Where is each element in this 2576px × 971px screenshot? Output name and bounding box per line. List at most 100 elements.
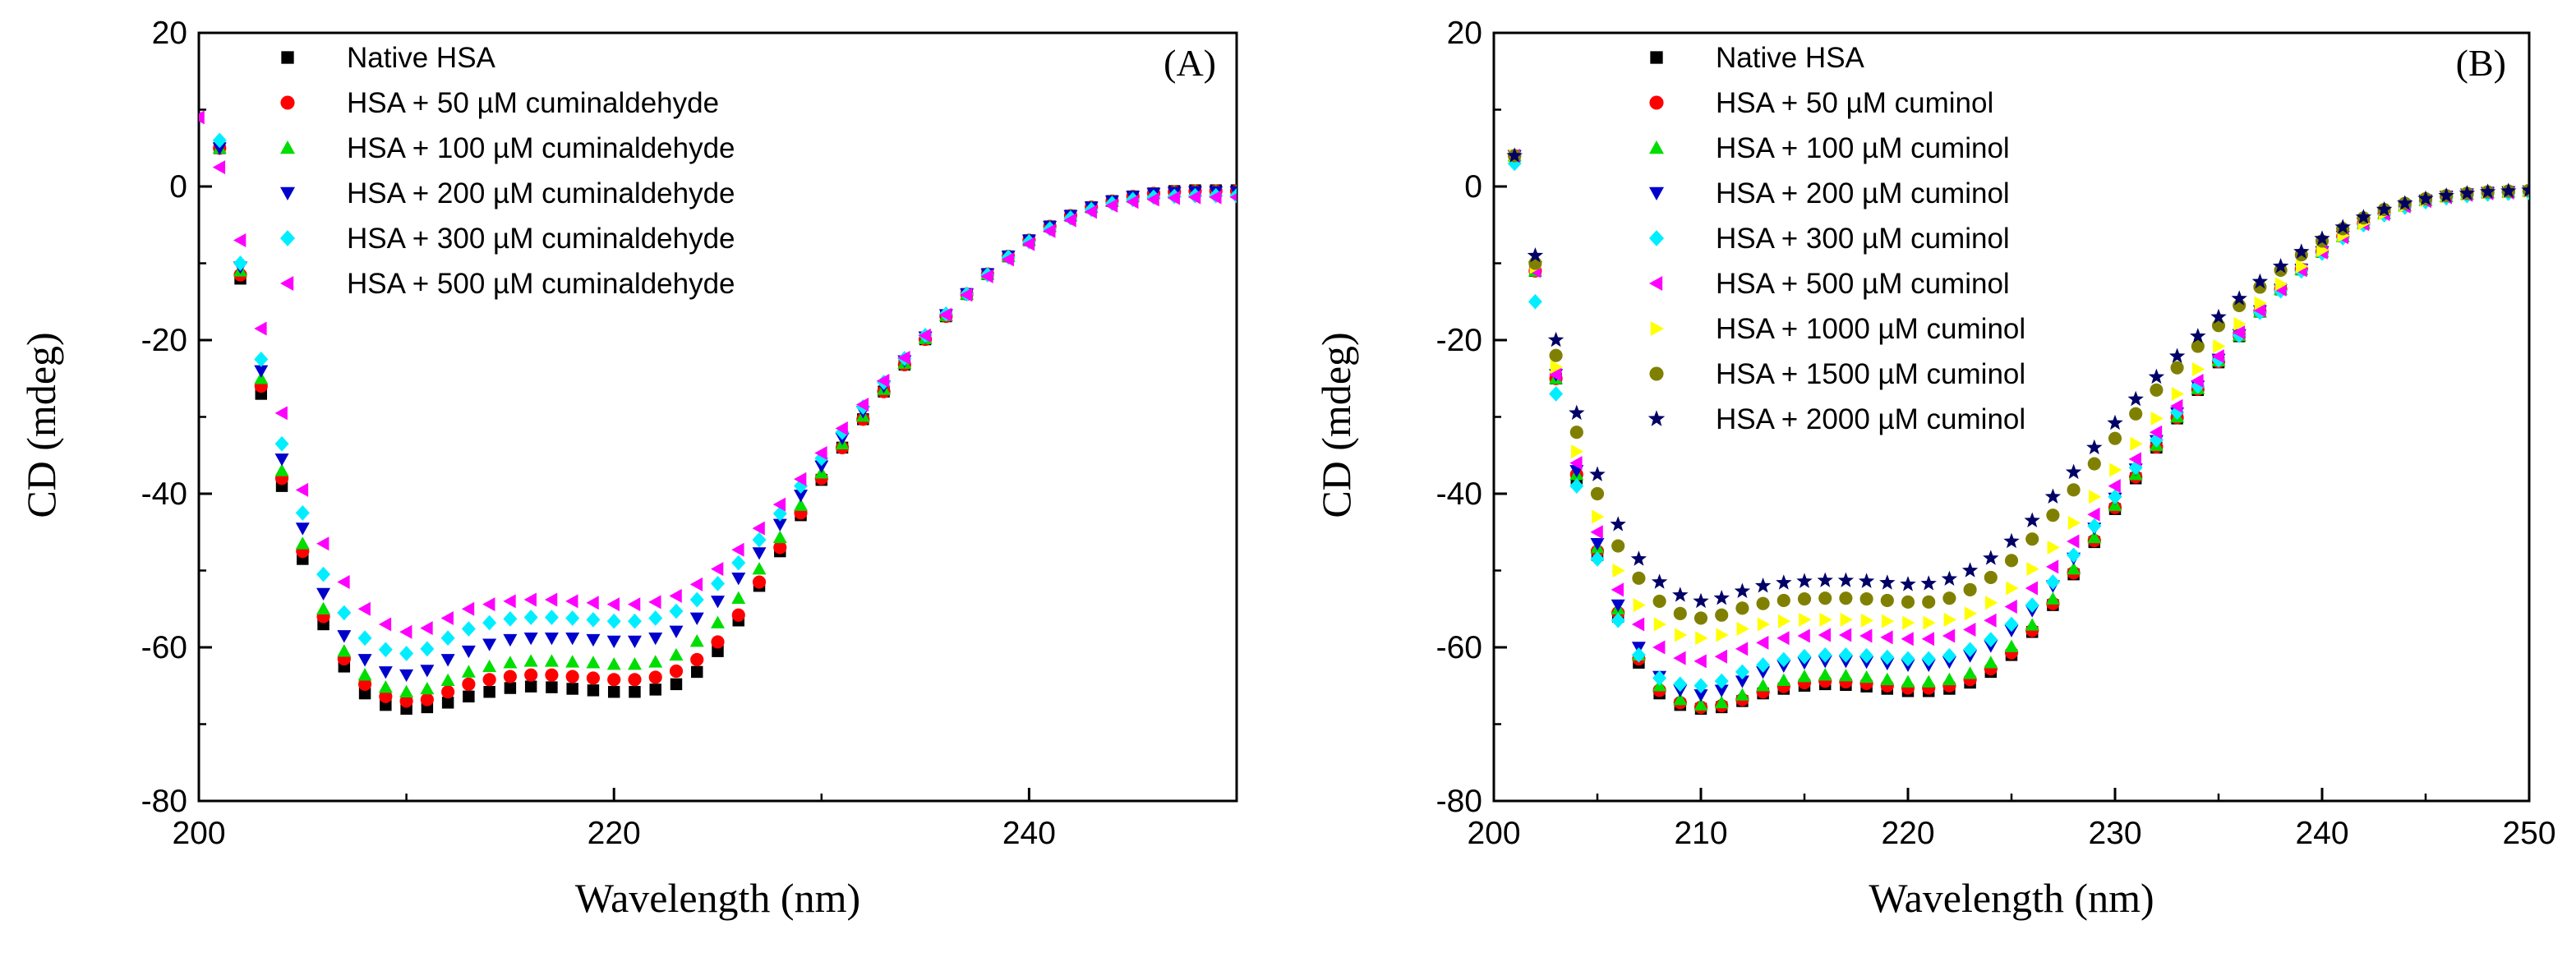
data-point bbox=[938, 307, 952, 322]
legend-label: HSA + 300 µM cuminol bbox=[1716, 223, 2010, 255]
data-point bbox=[606, 657, 621, 670]
data-point bbox=[2004, 554, 2019, 568]
data-point bbox=[233, 232, 247, 247]
data-point bbox=[794, 472, 807, 486]
data-point bbox=[2087, 457, 2101, 471]
data-point bbox=[1549, 348, 1563, 362]
legend-marker bbox=[281, 51, 294, 64]
data-point bbox=[1631, 647, 1646, 663]
data-point bbox=[2129, 407, 2143, 421]
data-point bbox=[482, 614, 497, 631]
legend-label: HSA + 2000 µM cuminol bbox=[1716, 403, 2025, 435]
panel-label: (B) bbox=[2456, 42, 2506, 84]
data-point bbox=[814, 445, 827, 460]
data-point bbox=[2047, 540, 2060, 555]
data-point bbox=[2086, 439, 2103, 455]
data-point bbox=[2438, 187, 2454, 203]
data-point bbox=[752, 575, 767, 589]
data-point bbox=[2108, 489, 2122, 505]
data-point bbox=[1167, 191, 1181, 205]
data-point bbox=[2251, 273, 2269, 289]
data-point bbox=[440, 630, 455, 647]
data-point bbox=[358, 687, 371, 700]
data-point bbox=[1693, 592, 1709, 609]
data-point bbox=[316, 587, 331, 601]
data-point bbox=[691, 665, 703, 679]
data-point bbox=[2192, 362, 2205, 377]
data-point bbox=[606, 613, 621, 629]
data-point bbox=[731, 573, 746, 586]
data-point bbox=[1673, 606, 1687, 620]
data-point bbox=[1209, 190, 1222, 205]
data-point bbox=[980, 269, 993, 283]
data-point bbox=[2211, 319, 2226, 333]
data-point bbox=[731, 591, 746, 604]
data-point bbox=[566, 683, 578, 695]
data-point bbox=[2232, 325, 2245, 340]
data-point bbox=[877, 374, 890, 389]
data-point bbox=[2293, 243, 2310, 259]
data-point bbox=[2025, 532, 2039, 546]
data-point bbox=[2046, 509, 2060, 522]
legend-marker bbox=[1649, 140, 1664, 154]
data-point bbox=[1652, 670, 1667, 686]
data-point bbox=[1840, 612, 1853, 627]
data-point bbox=[669, 588, 682, 603]
data-point bbox=[1839, 591, 1853, 605]
data-point bbox=[1984, 656, 1998, 669]
data-point bbox=[357, 668, 372, 681]
data-point bbox=[1672, 587, 1689, 602]
data-point bbox=[1776, 593, 1790, 608]
data-point bbox=[1126, 195, 1139, 209]
data-point bbox=[1818, 628, 1831, 642]
data-point bbox=[482, 638, 497, 651]
data-point bbox=[295, 536, 310, 550]
data-point bbox=[1837, 572, 1855, 587]
data-point bbox=[1611, 599, 1625, 613]
data-point bbox=[1754, 578, 1772, 593]
data-point bbox=[212, 142, 227, 155]
y-tick-label: 0 bbox=[1464, 169, 1482, 205]
data-point bbox=[1838, 669, 1853, 682]
data-point bbox=[1984, 570, 1998, 584]
data-point bbox=[794, 490, 809, 503]
data-point bbox=[1675, 628, 1688, 642]
data-point bbox=[1715, 608, 1729, 622]
data-point bbox=[1880, 630, 1893, 645]
data-point bbox=[711, 596, 725, 609]
data-point bbox=[1942, 591, 1956, 605]
data-point bbox=[731, 555, 746, 571]
data-point bbox=[1776, 574, 1792, 590]
data-point bbox=[462, 677, 476, 691]
legend-marker bbox=[1650, 51, 1663, 64]
data-point bbox=[2130, 436, 2143, 451]
data-point bbox=[1943, 612, 1956, 627]
data-point bbox=[586, 656, 601, 669]
x-tick-label: 220 bbox=[588, 816, 641, 851]
data-point bbox=[274, 463, 289, 476]
data-point bbox=[2128, 452, 2141, 467]
data-point bbox=[1734, 582, 1751, 598]
y-tick-label: 20 bbox=[152, 16, 187, 51]
data-point bbox=[1653, 617, 1667, 632]
data-point bbox=[648, 655, 663, 668]
data-point bbox=[544, 592, 558, 607]
y-tick-label: -60 bbox=[141, 630, 187, 665]
data-point bbox=[1612, 564, 1625, 578]
data-point bbox=[648, 670, 662, 684]
data-point bbox=[752, 532, 767, 548]
data-point bbox=[1673, 693, 1688, 706]
legend-marker bbox=[1649, 276, 1663, 291]
data-point bbox=[295, 522, 310, 536]
x-tick-label: 240 bbox=[2295, 816, 2348, 851]
data-point bbox=[1879, 574, 1896, 590]
data-point bbox=[1611, 612, 1625, 628]
data-point bbox=[2170, 361, 2184, 375]
data-point bbox=[648, 610, 663, 626]
y-tick-label: -20 bbox=[141, 323, 187, 358]
data-point bbox=[1592, 509, 1605, 524]
data-point bbox=[711, 576, 725, 591]
data-point bbox=[587, 684, 600, 697]
data-point bbox=[1985, 596, 1998, 610]
data-point bbox=[545, 668, 559, 682]
